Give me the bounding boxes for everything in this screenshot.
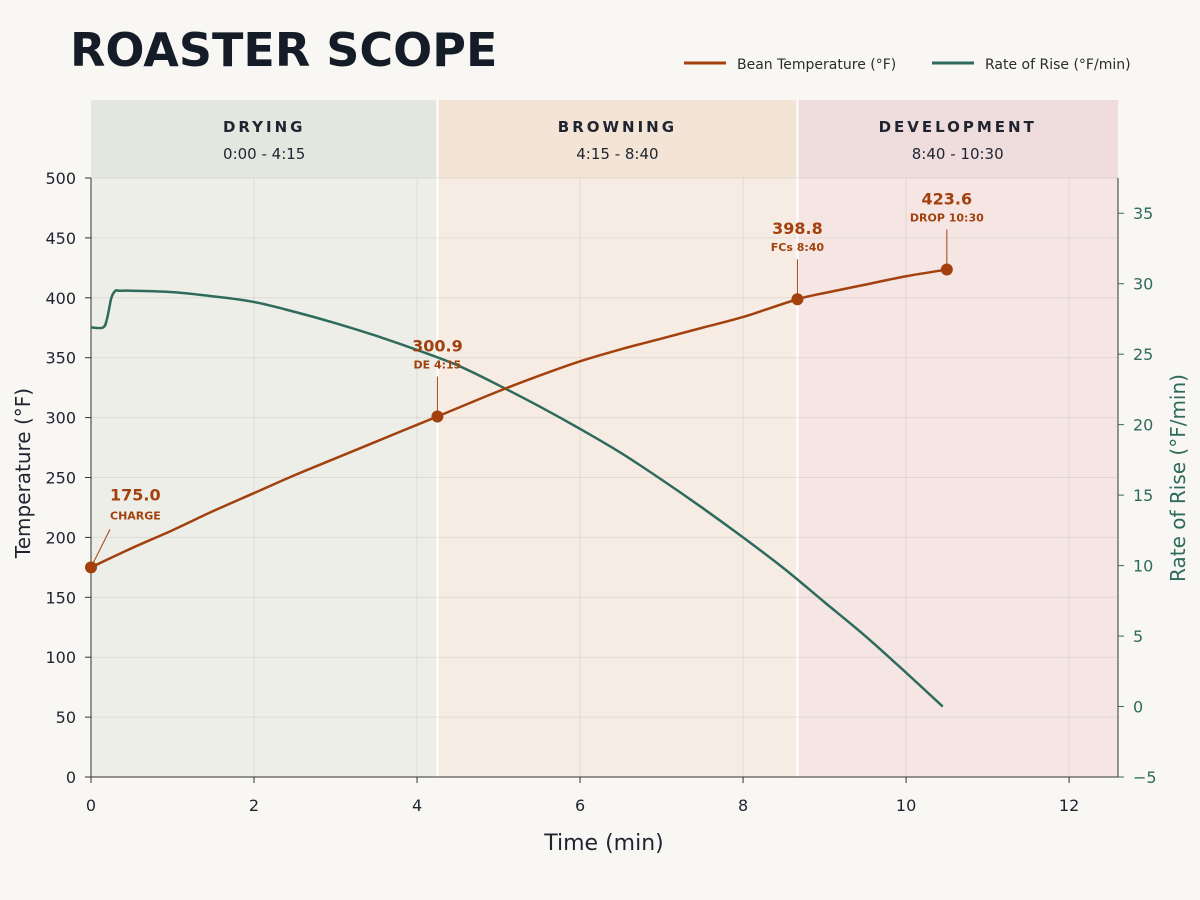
legend-label-bean-temperature: Bean Temperature (°F) xyxy=(737,57,896,73)
x-tick-label: 4 xyxy=(412,796,422,815)
annotation-label: DE 4:15 xyxy=(413,359,461,372)
y-axis-label: Temperature (°F) xyxy=(11,388,35,559)
phase-region-drying xyxy=(91,178,438,777)
legend: Bean Temperature (°F) Rate of Rise (°F/m… xyxy=(684,57,1131,73)
annotation-label: CHARGE xyxy=(110,509,161,522)
annotation-value: 300.9 xyxy=(412,337,463,356)
phase-name-development: DEVELOPMENT xyxy=(879,118,1037,136)
x-tick-label: 8 xyxy=(738,796,748,815)
axis-ticks: 050100150200250300350400450500−505101520… xyxy=(45,169,1156,815)
phase-range-drying: 0:00 - 4:15 xyxy=(223,145,305,163)
legend-label-rate-of-rise: Rate of Rise (°F/min) xyxy=(985,57,1131,73)
phase-region-browning xyxy=(437,178,798,777)
annotation-marker xyxy=(431,410,444,423)
y-tick-label: 0 xyxy=(66,768,76,787)
chart-title: ROASTER SCOPE xyxy=(70,23,497,77)
annotation-marker xyxy=(940,263,953,276)
y2-tick-label: 15 xyxy=(1133,486,1153,505)
phase-name-drying: DRYING xyxy=(223,118,306,136)
y-tick-label: 450 xyxy=(45,229,76,248)
y2-axis-label: Rate of Rise (°F/min) xyxy=(1166,374,1190,582)
phase-regions: DRYING 0:00 - 4:15 BROWNING 4:15 - 8:40 DEVE… xyxy=(91,100,1118,777)
annotation-value: 175.0 xyxy=(110,485,161,504)
phase-header-drying xyxy=(91,100,438,178)
series-line-rate-of-rise xyxy=(90,288,944,708)
annotation-value: 398.8 xyxy=(772,219,823,238)
annotation-label: FCs 8:40 xyxy=(771,241,825,254)
y2-tick-label: 30 xyxy=(1133,275,1153,294)
phase-name-browning: BROWNING xyxy=(558,118,677,136)
y-tick-label: 300 xyxy=(45,409,76,428)
y-tick-label: 200 xyxy=(45,528,76,547)
series-lines xyxy=(90,268,948,708)
phase-header-browning xyxy=(437,100,798,178)
annotation-value: 423.6 xyxy=(922,190,973,209)
y-tick-label: 100 xyxy=(45,648,76,667)
x-tick-label: 6 xyxy=(575,796,585,815)
x-tick-label: 2 xyxy=(249,796,259,815)
annotation-label: DROP 10:30 xyxy=(910,212,984,225)
y2-tick-label: 10 xyxy=(1133,557,1153,576)
y2-tick-label: 20 xyxy=(1133,416,1153,435)
annotations: 175.0 CHARGE 300.9 DE 4:15 398.8 FCs 8:40 423.… xyxy=(85,190,984,574)
y2-tick-label: 5 xyxy=(1133,627,1143,646)
phase-range-development: 8:40 - 10:30 xyxy=(912,145,1004,163)
y2-tick-label: −5 xyxy=(1133,768,1157,787)
y-tick-label: 150 xyxy=(45,588,76,607)
y2-tick-label: 0 xyxy=(1133,698,1143,717)
y2-tick-label: 25 xyxy=(1133,345,1153,364)
phase-region-development xyxy=(797,178,1118,777)
y-tick-label: 250 xyxy=(45,469,76,488)
y-tick-label: 400 xyxy=(45,289,76,308)
x-axis-label: Time (min) xyxy=(543,831,664,856)
x-tick-label: 0 xyxy=(86,796,96,815)
x-tick-label: 12 xyxy=(1059,796,1079,815)
annotation-marker xyxy=(85,561,97,574)
x-tick-label: 10 xyxy=(896,796,916,815)
phase-header-development xyxy=(797,100,1118,178)
annotation-leader xyxy=(90,529,111,568)
y-tick-label: 50 xyxy=(56,708,76,727)
annotation-marker xyxy=(791,293,804,306)
y-tick-label: 500 xyxy=(45,169,76,188)
phase-range-browning: 4:15 - 8:40 xyxy=(576,145,658,163)
y2-tick-label: 35 xyxy=(1133,204,1153,223)
y-tick-label: 350 xyxy=(45,349,76,368)
series-line-bean-temperature xyxy=(90,268,948,569)
